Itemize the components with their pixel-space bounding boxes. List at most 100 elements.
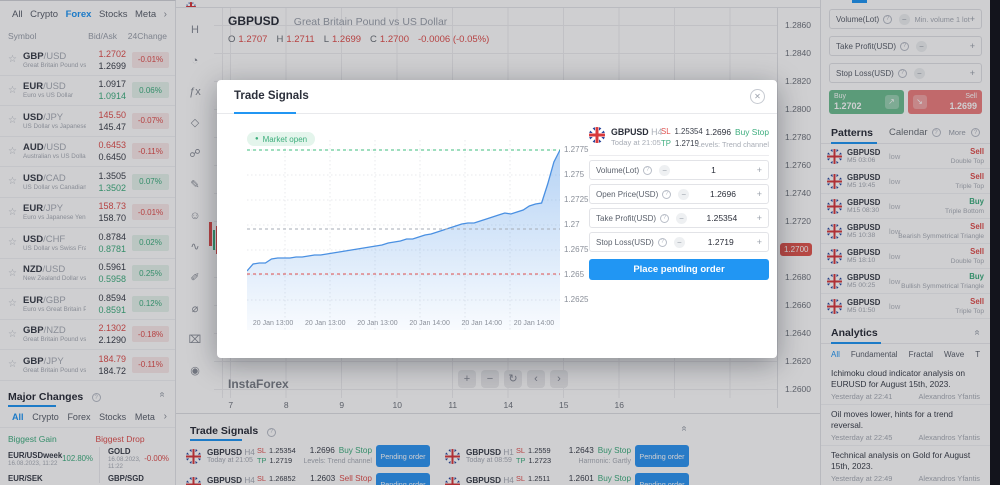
watchlist-row[interactable]: ☆ USD/JPY US Dollar vs Japanese Yen 145.…: [0, 106, 175, 137]
order-field[interactable]: Volume(Lot) ? − Min. volume 1 lot +: [829, 9, 982, 29]
mc-tab-forex[interactable]: Forex: [67, 411, 91, 422]
price-scale[interactable]: 1.2860 1.2840 1.2820 1.2800 1.2780 1.276…: [777, 8, 820, 408]
increment-button[interactable]: +: [969, 68, 975, 78]
tab-forex[interactable]: Forex: [65, 8, 92, 20]
watchlist-row[interactable]: ☆ GBP/USD Great Britain Pound vs US D...…: [0, 45, 175, 76]
watchlist-row[interactable]: ☆ USD/CAD US Dollar vs Canadian 1.3505 1…: [0, 167, 175, 198]
tab-crypto[interactable]: Crypto: [30, 8, 59, 20]
timeframes-icon[interactable]: H: [191, 23, 199, 36]
pan-left-button[interactable]: ‹: [527, 370, 545, 388]
pattern-row[interactable]: GBPUSD M5 18:10 low Sell Double Top: [821, 244, 990, 269]
help-icon[interactable]: ?: [971, 128, 980, 137]
info-icon[interactable]: ?: [883, 14, 892, 24]
tab-meta[interactable]: Meta: [135, 8, 157, 20]
zoom-out-button[interactable]: −: [481, 370, 499, 388]
more-link[interactable]: More: [948, 128, 966, 137]
pattern-row[interactable]: GBPUSD M5 00:25 low Buy Bullish Symmetri…: [821, 269, 990, 294]
watchlist-row[interactable]: ☆ GBP/JPY Great Britain Pound vs Japa...…: [0, 350, 175, 381]
decrement-button[interactable]: −: [916, 40, 928, 52]
gain-item-partial[interactable]: EUR/SEK: [8, 473, 43, 483]
decrement-button[interactable]: −: [673, 236, 685, 248]
an-tab-all[interactable]: All: [831, 349, 840, 359]
screenshot-icon[interactable]: ◉: [190, 365, 200, 377]
favorite-star-icon[interactable]: ☆: [8, 54, 17, 66]
an-tab-fundamental[interactable]: Fundamental: [850, 349, 898, 359]
favorite-star-icon[interactable]: ☆: [8, 206, 17, 218]
analytics-item[interactable]: Technical analysis on Gold for August 15…: [821, 446, 990, 485]
field-value[interactable]: 1: [711, 165, 716, 175]
tab-calendar[interactable]: Calendar: [889, 127, 928, 138]
increment-button[interactable]: +: [756, 213, 762, 223]
trade-signal-row[interactable]: GBPUSD H4 Today at 21:05 SL 1.25354 TP 1.2…: [186, 443, 441, 469]
pattern-row[interactable]: GBPUSD M5 03:06 low Sell Double Top: [821, 144, 990, 169]
favorite-star-icon[interactable]: ☆: [8, 267, 17, 279]
order-field[interactable]: Stop Loss(USD) ? − 1.2719 +: [589, 232, 769, 252]
info-icon[interactable]: ?: [662, 189, 672, 199]
info-icon[interactable]: ?: [897, 68, 907, 78]
time-axis[interactable]: 7 8 9 10 11 14 15 16: [203, 400, 647, 410]
pattern-row[interactable]: GBPUSD M5 10:38 low Sell Bearish Symmetr…: [821, 219, 990, 244]
tab-stocks[interactable]: Stocks: [98, 8, 128, 20]
drawing-icon[interactable]: ✎: [190, 179, 200, 191]
emoji-icon[interactable]: ☺: [189, 209, 201, 222]
wave-indicator-icon[interactable]: ∿: [190, 241, 200, 253]
decrement-button[interactable]: −: [913, 67, 925, 79]
mc-tab-stocks[interactable]: Stocks: [99, 411, 127, 422]
sell-button[interactable]: Sell 1.2699 ↘: [907, 90, 982, 114]
decrement-button[interactable]: −: [898, 13, 910, 25]
annotate-icon[interactable]: ✐: [190, 272, 200, 284]
field-value[interactable]: 1.2696: [709, 189, 736, 199]
analytics-item[interactable]: Ichimoku cloud indicator analysis on EUR…: [821, 364, 990, 405]
tab-all[interactable]: All: [12, 8, 23, 20]
favorite-star-icon[interactable]: ☆: [8, 84, 17, 96]
favorite-star-icon[interactable]: ☆: [8, 176, 17, 188]
info-icon[interactable]: ?: [643, 165, 653, 175]
zoom-in-button[interactable]: +: [458, 370, 476, 388]
increment-button[interactable]: +: [756, 237, 762, 247]
decrement-button[interactable]: −: [678, 188, 690, 200]
pending-order-button[interactable]: Pending order: [635, 445, 689, 467]
tabs-scroll-right-icon[interactable]: ›: [163, 411, 167, 422]
field-value[interactable]: 1.2719: [707, 237, 734, 247]
gain-item[interactable]: EUR/USDweek 16.08.2023, 11:22 102.80%: [8, 447, 93, 471]
modal-tab-trade-signals[interactable]: Trade Signals: [234, 90, 309, 102]
tab-patterns[interactable]: Patterns: [831, 126, 874, 139]
remove-drawings-icon[interactable]: ⌧: [188, 334, 202, 346]
order-field[interactable]: Open Price(USD) ? − 1.2696 +: [589, 184, 769, 204]
mc-tab-crypto[interactable]: Crypto: [32, 411, 59, 422]
decrement-button[interactable]: −: [659, 164, 671, 176]
tabs-scroll-right-icon[interactable]: ›: [163, 8, 167, 20]
favorite-star-icon[interactable]: ☆: [8, 328, 17, 340]
mc-tab-meta[interactable]: Meta: [134, 411, 155, 422]
info-icon[interactable]: ?: [900, 41, 910, 51]
watchlist-row[interactable]: ☆ AUD/USD Australian vs US Dollar 0.6453…: [0, 137, 175, 167]
buy-button[interactable]: Buy 1.2702 ↗: [829, 90, 904, 114]
pattern-row[interactable]: GBPUSD M5 19:45 low Sell Triple Top: [821, 169, 990, 194]
decrement-button[interactable]: −: [676, 212, 688, 224]
favorite-star-icon[interactable]: ☆: [8, 237, 17, 249]
close-icon[interactable]: ✕: [750, 89, 765, 104]
trade-signal-row[interactable]: GBPUSD H4 Today at 20:00 SL1.26852 TP1.2…: [186, 471, 441, 485]
an-tab-tech[interactable]: T: [975, 349, 981, 359]
increment-button[interactable]: +: [756, 165, 762, 175]
trade-signal-row[interactable]: GBPUSD H1 Today at 08:59 SL 1.2559 TP 1.27…: [445, 443, 700, 469]
pending-order-button[interactable]: Pending order: [376, 473, 430, 485]
shapes-icon[interactable]: ◇: [190, 117, 200, 129]
favorite-star-icon[interactable]: ☆: [8, 145, 17, 157]
increment-button[interactable]: +: [756, 189, 762, 199]
watchlist-row[interactable]: ☆ USD/CHF US Dollar vs Swiss Franc 0.878…: [0, 228, 175, 259]
increment-button[interactable]: +: [969, 14, 975, 24]
reset-view-button[interactable]: ↻: [504, 370, 522, 388]
pattern-row[interactable]: GBPUSD M5 01:50 low Sell Triple Top: [821, 294, 990, 319]
mc-tab-all[interactable]: All: [12, 411, 24, 422]
analytics-item[interactable]: Oil moves lower, hints for a trend rever…: [821, 405, 990, 446]
trade-signal-row[interactable]: GBPUSD H4 Today at 09:57 SL1.2511 TP1.26…: [445, 471, 700, 485]
info-icon[interactable]: ?: [91, 393, 101, 402]
an-tab-fractal[interactable]: Fractal: [908, 349, 934, 359]
hide-drawings-icon[interactable]: ⌀: [191, 303, 199, 315]
info-icon[interactable]: ?: [660, 213, 670, 223]
favorite-star-icon[interactable]: ☆: [8, 298, 17, 310]
info-icon[interactable]: ?: [657, 237, 667, 247]
an-tab-wave[interactable]: Wave: [944, 349, 965, 359]
watchlist-row[interactable]: ☆ EUR/USD Euro vs US Dollar 1.0917 1.091…: [0, 76, 175, 106]
